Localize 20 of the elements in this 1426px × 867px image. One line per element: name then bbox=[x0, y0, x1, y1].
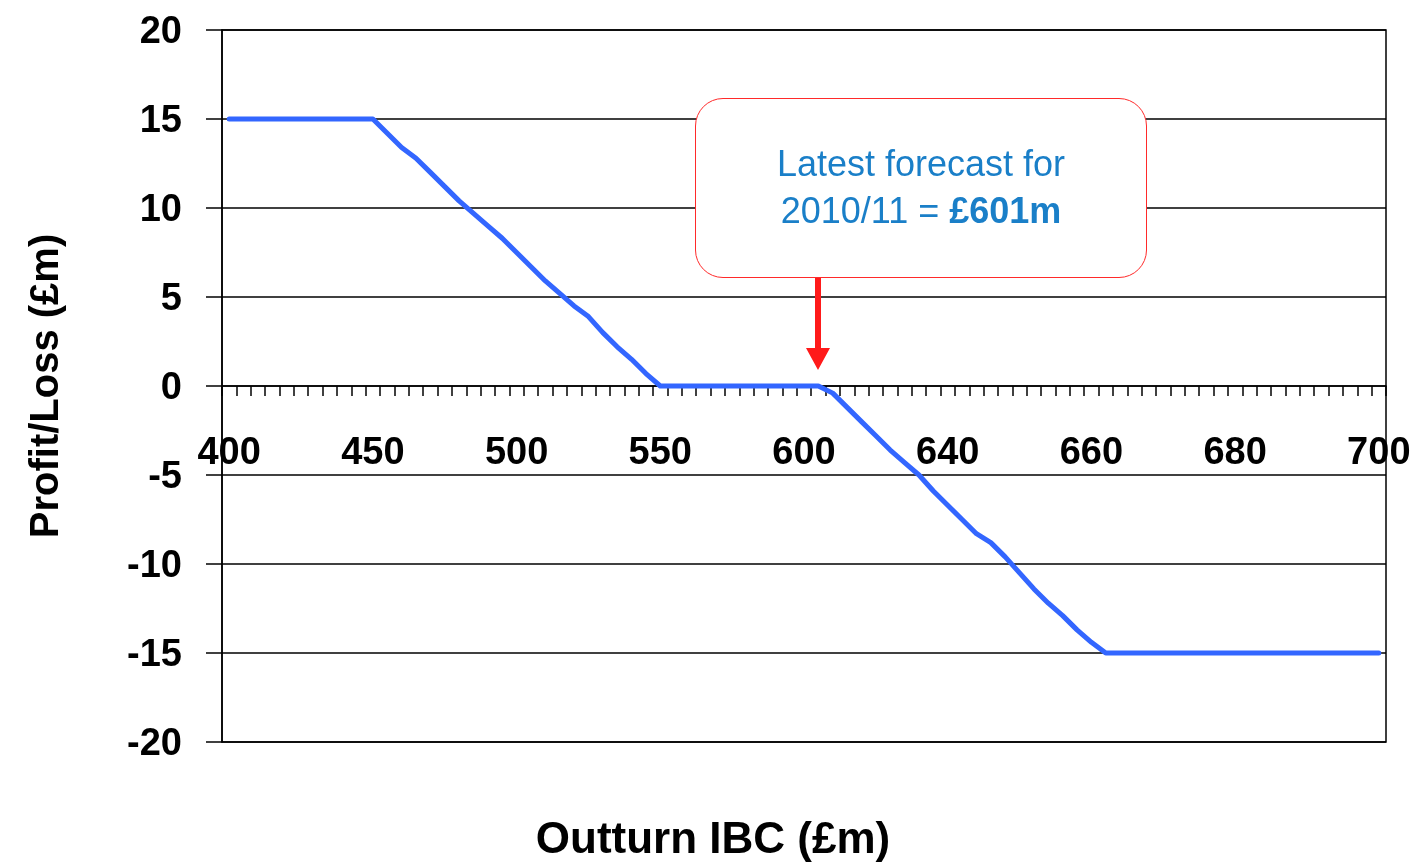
x-tick-label: 450 bbox=[341, 430, 405, 472]
y-tick-label: -10 bbox=[127, 543, 182, 585]
x-tick-label: 600 bbox=[772, 430, 836, 472]
x-tick-label: 500 bbox=[484, 430, 549, 472]
callout-box: Latest forecast for 2010/11 = £601m bbox=[695, 98, 1147, 278]
x-axis-title: Outturn IBC (£m) bbox=[535, 812, 891, 862]
y-tick-label: 5 bbox=[160, 276, 182, 318]
x-tick-label: 680 bbox=[1203, 430, 1267, 472]
annotation: Latest forecast for 2010/11 = £601m bbox=[775, 142, 1067, 233]
y-tick-label: 10 bbox=[139, 187, 182, 229]
y-tick-label: 0 bbox=[160, 365, 182, 407]
x-tick-label: 550 bbox=[628, 430, 692, 472]
y-tick-label: 20 bbox=[139, 9, 182, 51]
y-tick-label: -5 bbox=[148, 454, 182, 496]
y-tick-label: -15 bbox=[127, 632, 182, 674]
y-tick-label: -20 bbox=[127, 721, 182, 763]
y-tick-label: 15 bbox=[139, 98, 182, 140]
x-tick-label: 640 bbox=[916, 430, 980, 472]
x-tick-label: 660 bbox=[1059, 430, 1124, 472]
y-axis-title: Profit/Loss (£m) bbox=[22, 233, 66, 539]
